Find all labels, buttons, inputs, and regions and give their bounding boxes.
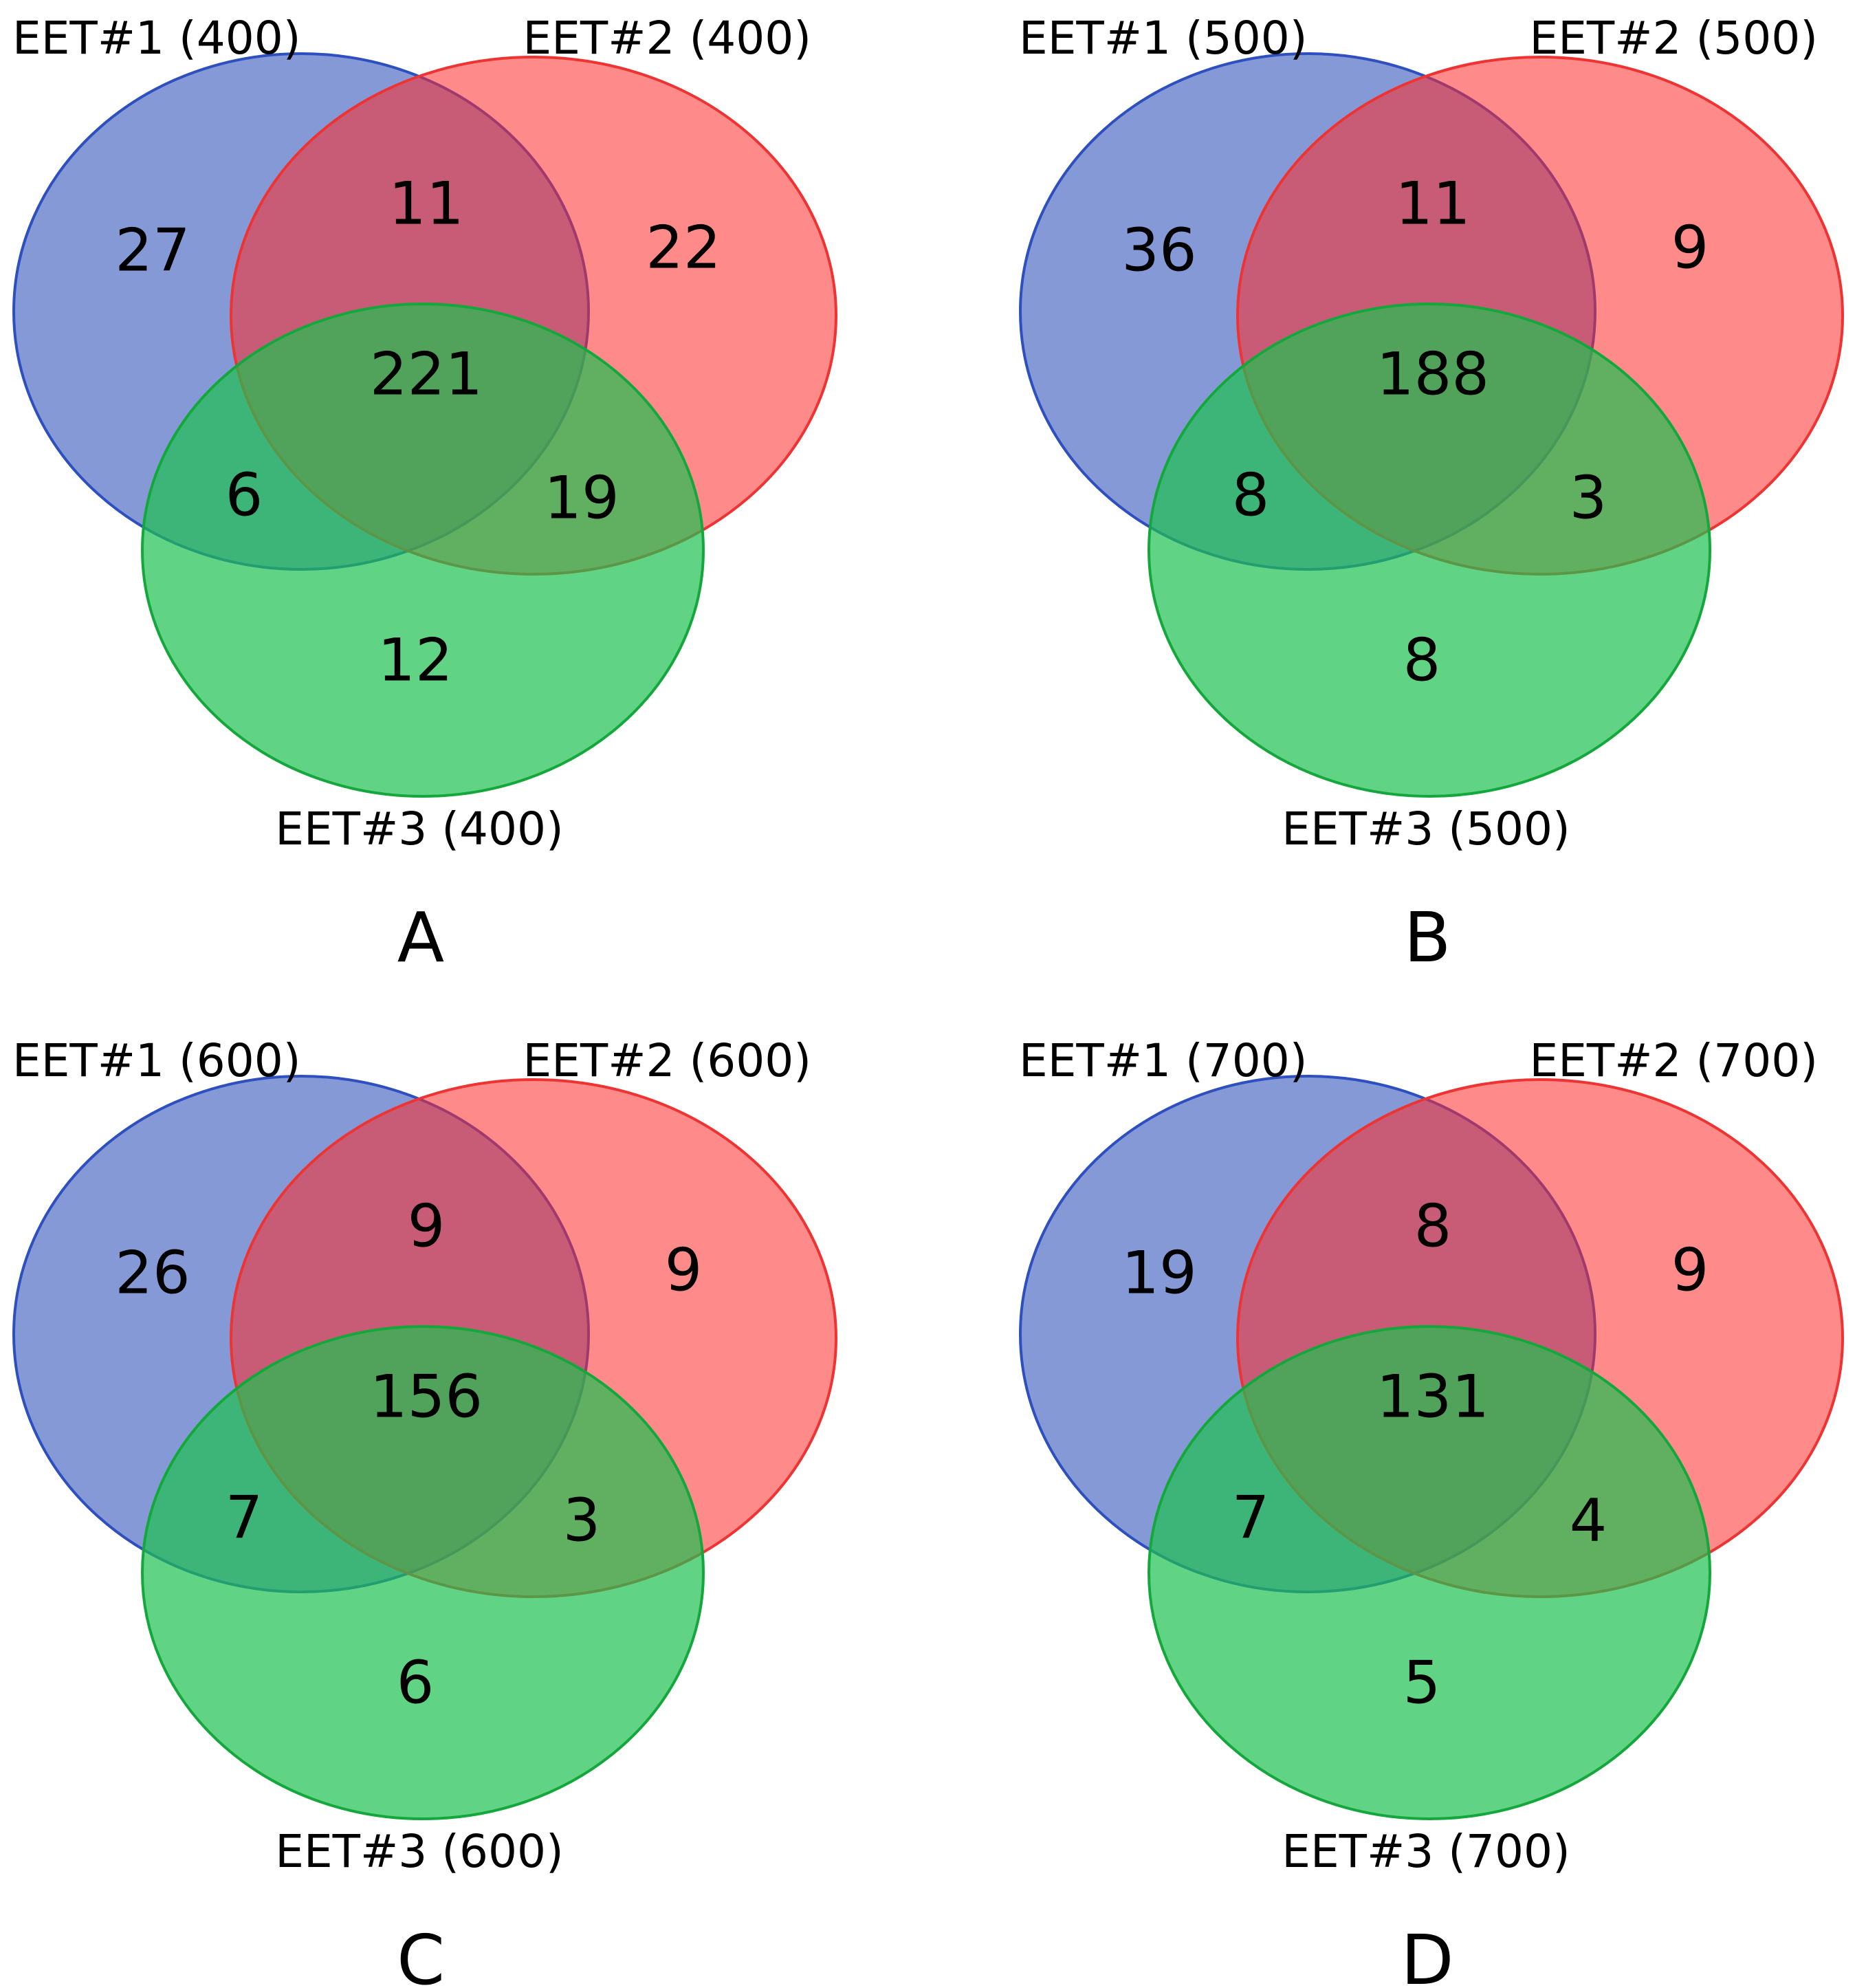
- set2-label: EET#2 (400): [523, 12, 811, 65]
- set3-label: EET#3 (500): [1282, 802, 1570, 855]
- set3-ellipse: [141, 1325, 705, 1820]
- count-set2-set3: 3: [563, 1486, 601, 1555]
- count-only2: 9: [665, 1236, 703, 1304]
- count-only1: 26: [115, 1238, 190, 1307]
- count-all: 221: [370, 340, 483, 408]
- set3-label: EET#3 (400): [275, 802, 563, 855]
- panel-letter: D: [1401, 1920, 1453, 1988]
- count-set1-set3: 6: [226, 461, 263, 529]
- count-only3: 12: [377, 626, 452, 695]
- panel-letter: C: [397, 1920, 445, 1988]
- venn-panel-c: EET#1 (600) EET#2 (600) EET#3 (600) 26 9 6 9 7 3…: [12, 1034, 837, 1988]
- venn-panel-d: EET#1 (700) EET#2 (700) EET#3 (700) 19 9 5 8 7 4…: [1019, 1034, 1844, 1988]
- set1-label: EET#1 (600): [12, 1034, 300, 1087]
- set1-label: EET#1 (700): [1019, 1034, 1307, 1087]
- count-set1-set2: 8: [1414, 1192, 1452, 1260]
- count-set1-set3: 8: [1232, 461, 1270, 529]
- venn-panel-a: EET#1 (400) EET#2 (400) EET#3 (400) 27 22 12 1…: [12, 12, 837, 978]
- count-only3: 5: [1403, 1648, 1441, 1717]
- set2-label: EET#2 (500): [1530, 12, 1818, 65]
- panel-letter: B: [1404, 897, 1451, 978]
- count-set1-set3: 7: [1232, 1483, 1270, 1552]
- set3-ellipse: [1148, 303, 1711, 798]
- set1-label: EET#1 (400): [12, 12, 300, 65]
- count-only2: 9: [1671, 213, 1709, 282]
- count-set1-set2: 11: [388, 169, 463, 238]
- count-only1: 36: [1121, 216, 1196, 285]
- count-set1-set2: 9: [408, 1192, 446, 1260]
- count-all: 156: [370, 1362, 483, 1431]
- count-set1-set3: 7: [226, 1483, 263, 1552]
- set3-ellipse: [141, 303, 705, 798]
- set3-label: EET#3 (700): [1282, 1825, 1570, 1878]
- set3-label: EET#3 (600): [275, 1825, 563, 1878]
- count-only1: 27: [115, 216, 190, 285]
- set2-label: EET#2 (600): [523, 1034, 811, 1087]
- count-only1: 19: [1121, 1238, 1196, 1307]
- count-only2: 9: [1671, 1236, 1709, 1304]
- set1-label: EET#1 (500): [1019, 12, 1307, 65]
- count-set2-set3: 19: [544, 463, 619, 532]
- panel-letter: A: [397, 897, 444, 978]
- count-set1-set2: 11: [1395, 169, 1470, 238]
- count-all: 188: [1376, 340, 1489, 408]
- count-only2: 22: [646, 213, 721, 282]
- set2-label: EET#2 (700): [1530, 1034, 1818, 1087]
- venn-panel-b: EET#1 (500) EET#2 (500) EET#3 (500) 36 9 8 11 8…: [1019, 12, 1844, 978]
- count-only3: 6: [397, 1648, 435, 1717]
- set3-ellipse: [1148, 1325, 1711, 1820]
- count-set2-set3: 3: [1570, 463, 1607, 532]
- count-set2-set3: 4: [1570, 1486, 1607, 1555]
- count-only3: 8: [1403, 626, 1441, 695]
- count-all: 131: [1376, 1362, 1489, 1431]
